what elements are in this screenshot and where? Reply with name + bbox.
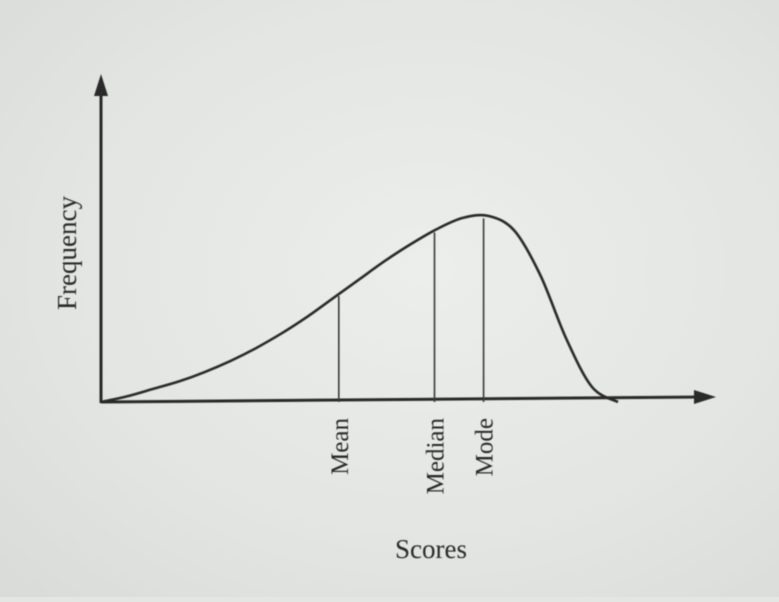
- x-axis-arrow: [694, 390, 716, 404]
- y-axis-title: Frequency: [52, 196, 82, 310]
- marker-label-mean: Mean: [327, 418, 354, 475]
- marker-labels: Mean Median Mode: [327, 418, 499, 495]
- x-axis-title: Scores: [395, 534, 467, 564]
- y-axis-arrow: [94, 74, 108, 96]
- marker-label-median: Median: [423, 418, 450, 495]
- marker-label-mode: Mode: [472, 418, 499, 476]
- distribution-curve: [100, 213, 619, 404]
- marker-lines: [337, 218, 485, 402]
- x-axis: [100, 395, 701, 404]
